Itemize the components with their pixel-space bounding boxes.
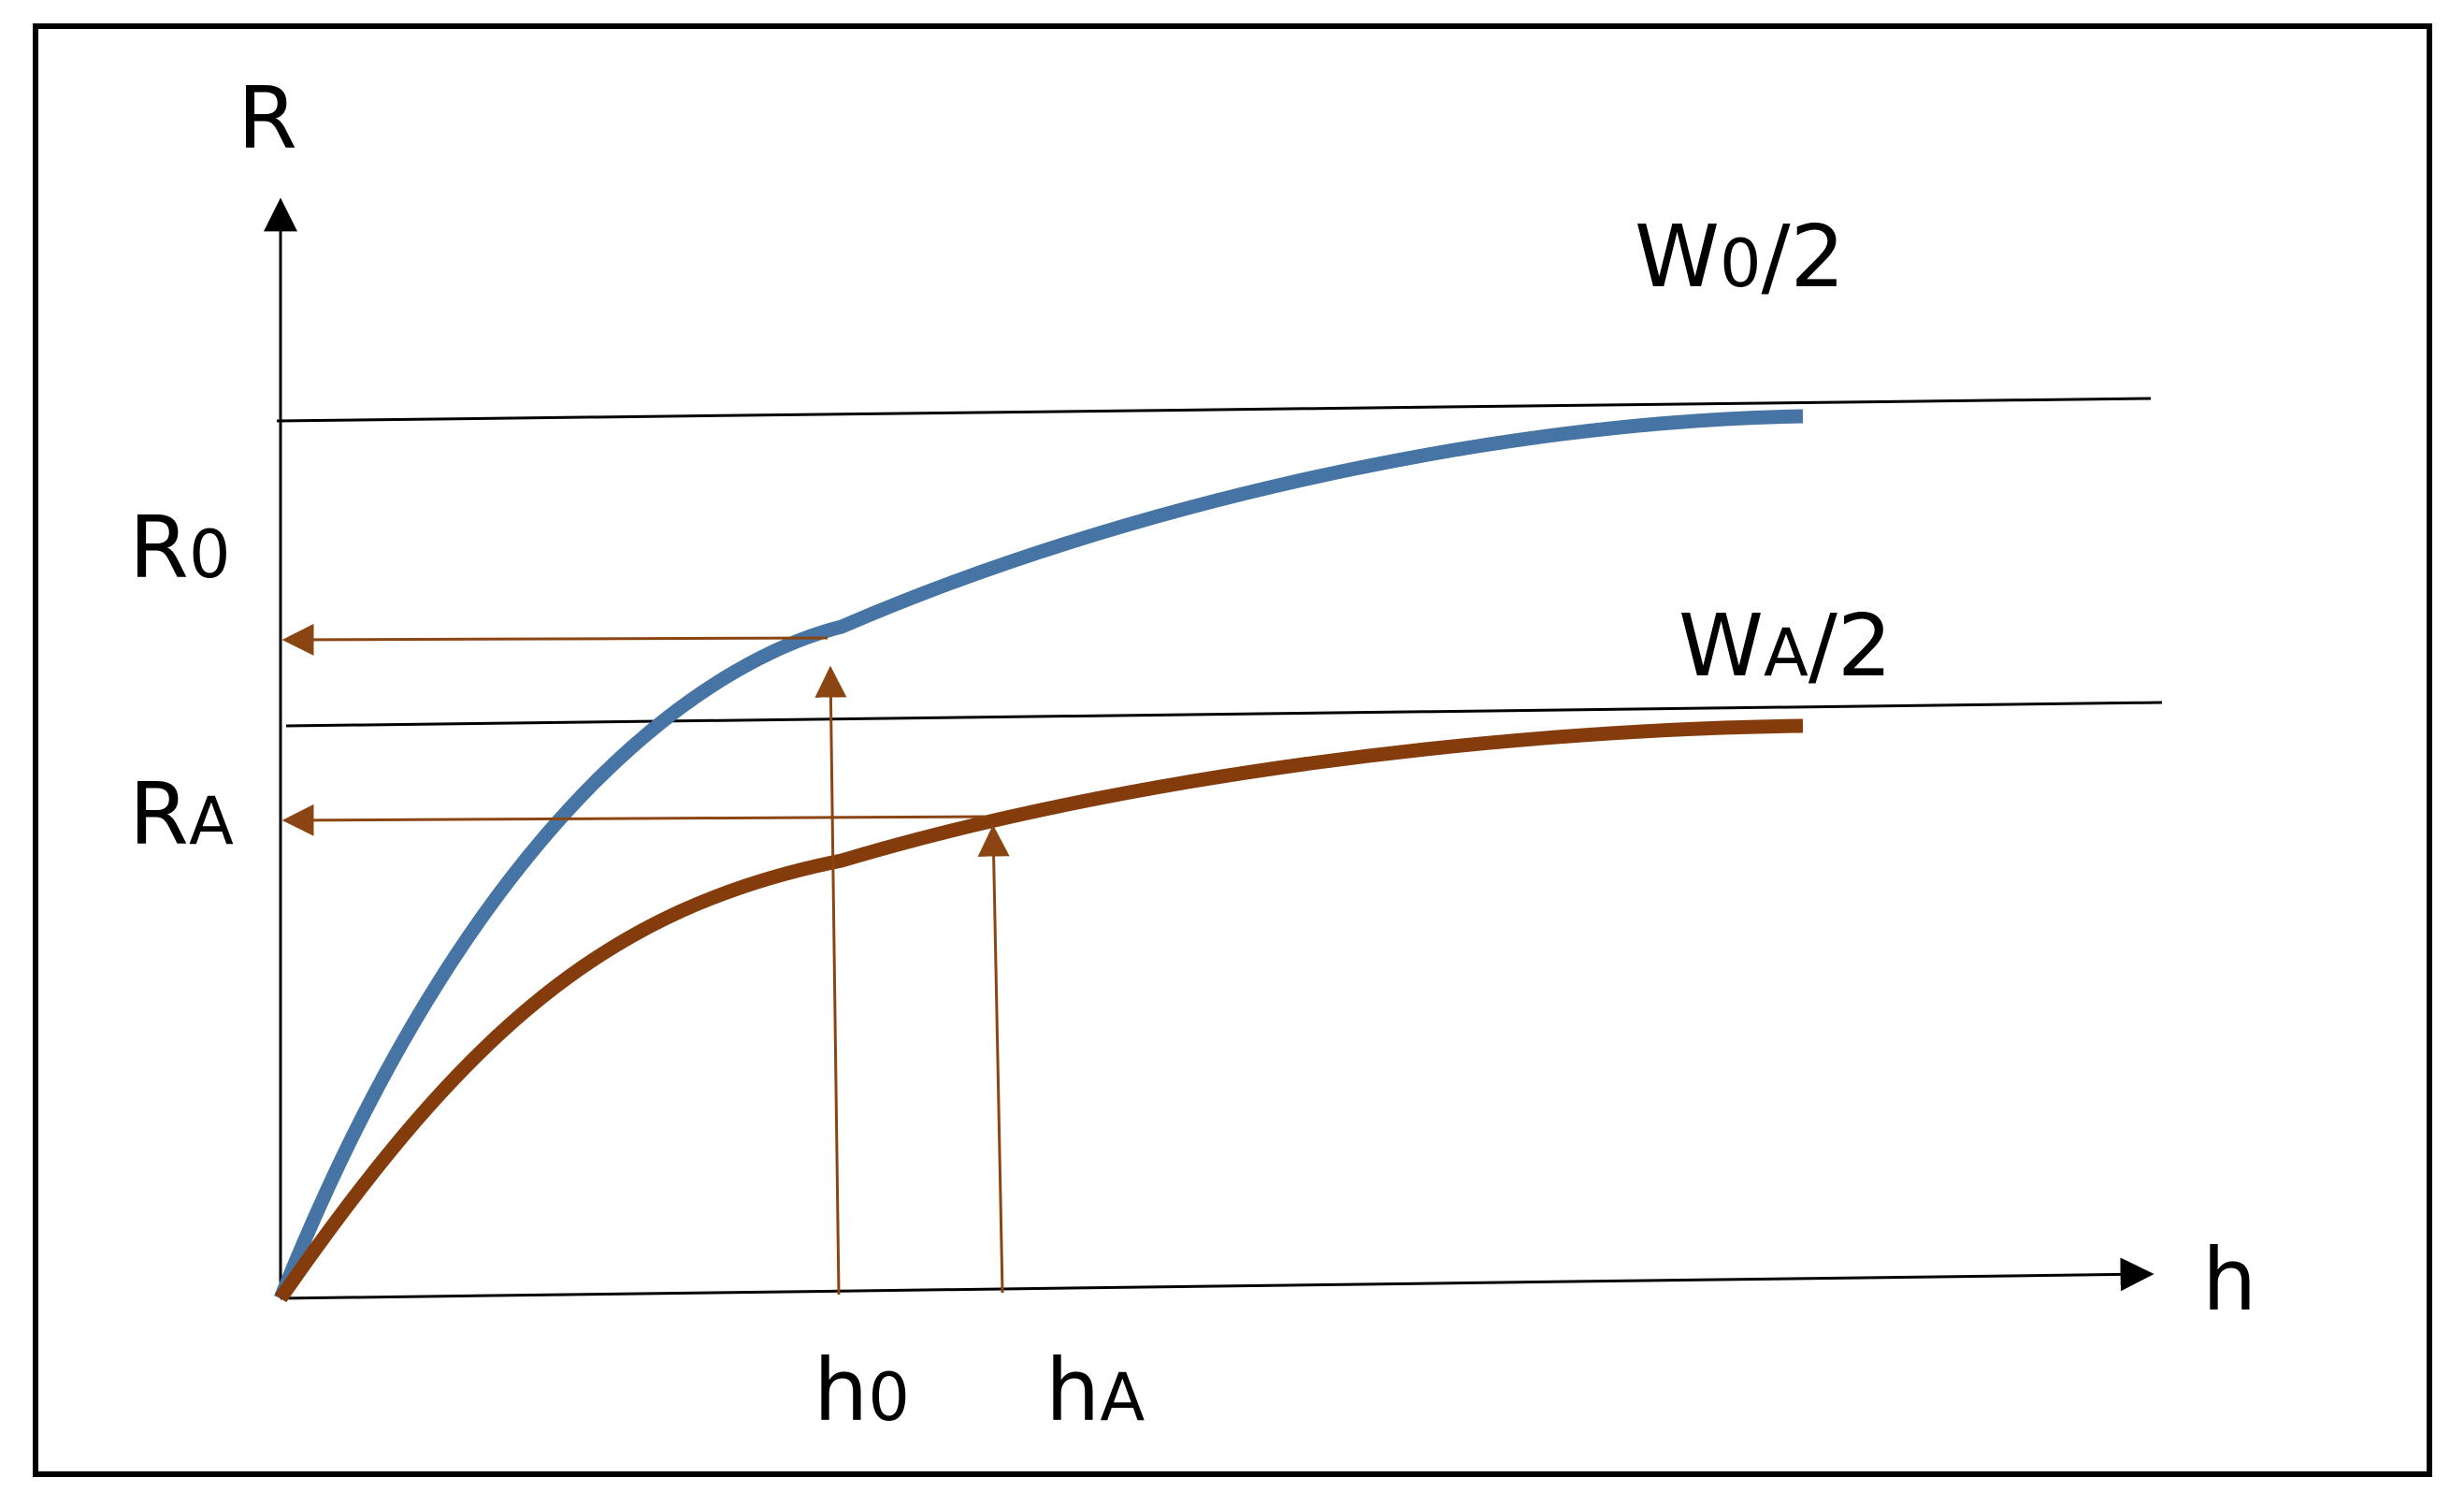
arrow-r0-left <box>281 623 829 656</box>
r0-main: R <box>129 498 189 598</box>
arrow-ra-left <box>281 804 988 836</box>
w0-main: W <box>1635 207 1720 307</box>
ra-label: RA <box>129 764 234 864</box>
ha-sub: A <box>1100 1359 1145 1436</box>
arrow-ha-up <box>977 824 1010 1294</box>
curve-ra <box>274 718 1804 1303</box>
arrow-h0-up <box>814 665 847 1296</box>
ra-main: R <box>129 764 189 864</box>
asymptote-label-wa: WA/2 <box>1679 596 1892 696</box>
x-axis-label: h <box>2202 1230 2256 1330</box>
ha-main: h <box>1045 1340 1100 1441</box>
ra-sub: A <box>189 783 234 860</box>
asymptote-line-wa <box>285 701 2163 728</box>
w0-suffix: /2 <box>1762 207 1846 307</box>
h0-sub: 0 <box>868 1359 910 1436</box>
wa-sub: A <box>1764 615 1808 691</box>
y-axis-label: R <box>238 68 297 168</box>
h0-label: h0 <box>814 1340 910 1441</box>
r0-sub: 0 <box>189 516 231 593</box>
w0-sub: 0 <box>1720 225 1762 302</box>
ha-label: hA <box>1045 1340 1145 1441</box>
wa-main: W <box>1679 596 1764 696</box>
diagram-frame <box>33 23 2432 1477</box>
r0-label: R0 <box>129 498 230 598</box>
x-axis <box>280 1257 2154 1300</box>
wa-suffix: /2 <box>1808 596 1893 696</box>
curve-r0 <box>274 409 1804 1301</box>
h0-main: h <box>814 1340 868 1441</box>
asymptote-line-w0 <box>276 397 2152 423</box>
asymptote-label-w0: W0/2 <box>1635 207 1845 307</box>
